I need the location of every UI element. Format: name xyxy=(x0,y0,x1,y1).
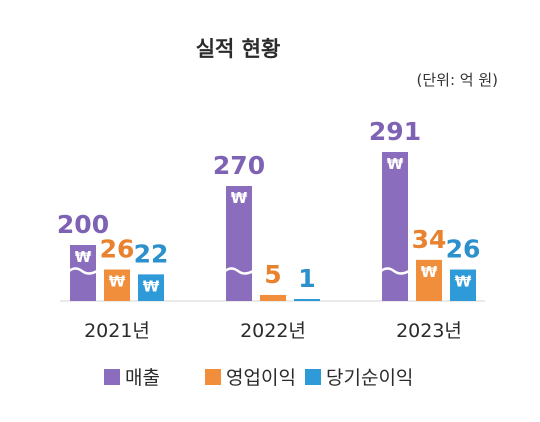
category-label: 2021년 xyxy=(84,320,150,342)
won-sign-icon: ₩ xyxy=(421,263,438,281)
won-sign-icon: ₩ xyxy=(231,189,248,207)
bar-value-label: 200 xyxy=(57,210,109,239)
won-sign-icon: ₩ xyxy=(75,248,92,266)
legend-swatch xyxy=(205,369,221,385)
won-sign-icon: ₩ xyxy=(109,273,126,291)
category-label: 2022년 xyxy=(240,320,306,342)
unit-label: (단위: 억 원) xyxy=(417,71,499,89)
category-labels: 2021년 2022년 2023년 xyxy=(84,320,462,342)
bar-value-label: 270 xyxy=(213,151,265,180)
bar-value-label: 22 xyxy=(134,239,169,268)
legend-swatch xyxy=(305,369,321,385)
won-sign-icon: ₩ xyxy=(143,277,160,295)
bar xyxy=(416,259,442,301)
bar xyxy=(226,186,252,301)
legend-label: 당기순이익 xyxy=(326,367,413,389)
bar xyxy=(260,294,286,301)
bar-value-label: 291 xyxy=(369,117,421,146)
bar xyxy=(294,299,320,301)
bar xyxy=(104,269,130,301)
legend-label: 영업이익 xyxy=(226,367,296,389)
axis-break-mark xyxy=(68,267,98,275)
legend: 매출 영업이익 당기순이익 xyxy=(104,367,413,389)
bar-value-label: 5 xyxy=(264,260,281,289)
won-sign-icon: ₩ xyxy=(455,273,472,291)
chart-title: 실적 현황 xyxy=(196,37,281,61)
bar-value-label: 34 xyxy=(412,225,447,254)
won-sign-icon: ₩ xyxy=(387,155,404,173)
bar xyxy=(382,152,408,301)
legend-swatch xyxy=(104,369,120,385)
legend-label: 매출 xyxy=(125,367,160,389)
bar xyxy=(138,274,164,301)
bar-value-label: 26 xyxy=(100,235,135,264)
bar xyxy=(450,269,476,301)
bars: 200 ₩270 ₩291 ₩26 ₩ 5 34 ₩22 ₩ 1 26 ₩ xyxy=(57,117,480,301)
axis-break-mark xyxy=(380,267,410,275)
bar-value-label: 26 xyxy=(446,235,481,264)
axis-break-mark xyxy=(224,267,254,275)
category-label: 2023년 xyxy=(396,320,462,342)
bar-value-label: 1 xyxy=(298,264,315,293)
